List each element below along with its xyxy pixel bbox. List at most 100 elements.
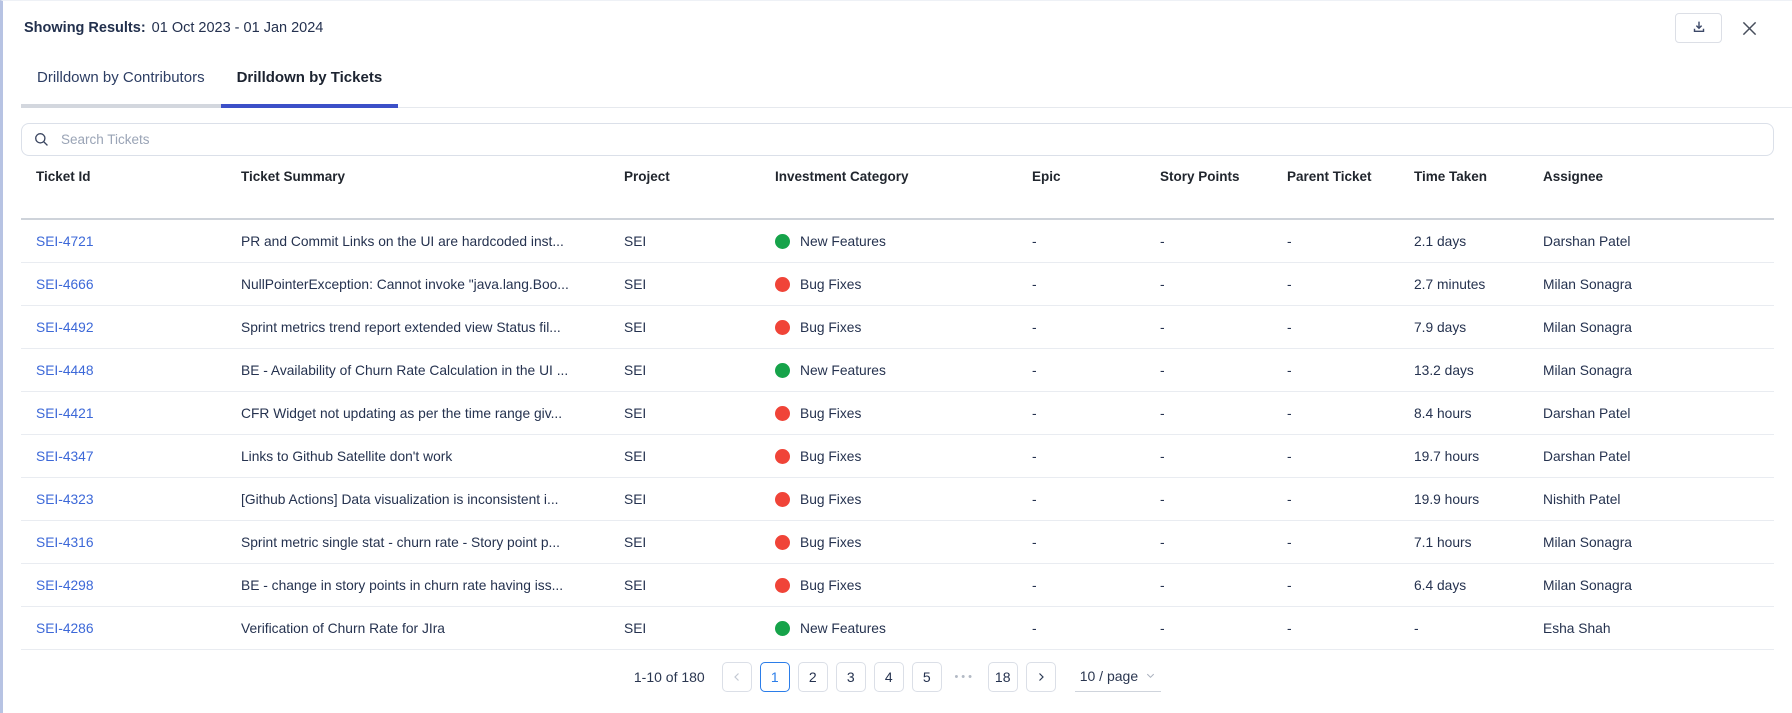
column-header-epic: Epic <box>1017 156 1145 220</box>
search-input[interactable] <box>59 131 1762 148</box>
ticket-summary-cell: BE - change in story points in churn rat… <box>226 563 609 607</box>
parent-ticket-cell: - <box>1272 520 1399 564</box>
close-button[interactable] <box>1739 18 1760 39</box>
table-row: SEI-4323 [Github Actions] Data visualizat… <box>21 477 1774 521</box>
assignee-cell: Esha Shah <box>1528 606 1774 650</box>
ticket-id-cell: SEI-4316 <box>21 520 226 564</box>
ticket-id-cell: SEI-4666 <box>21 262 226 306</box>
ticket-summary-cell: Sprint metrics trend report extended vie… <box>226 305 609 349</box>
column-header-parent-ticket: Parent Ticket <box>1272 156 1399 220</box>
ticket-id-link[interactable]: SEI-4316 <box>36 534 94 550</box>
page-button[interactable]: 2 <box>797 662 828 692</box>
table-row: SEI-4492 Sprint metrics trend report exte… <box>21 305 1774 349</box>
ticket-id-link[interactable]: SEI-4347 <box>36 448 94 464</box>
page-ellipsis[interactable]: ••• <box>954 671 975 683</box>
page-button[interactable]: 5 <box>911 662 942 692</box>
time-taken-cell: 7.9 days <box>1399 305 1528 349</box>
category-dot-icon <box>775 448 790 464</box>
category-dot-icon <box>775 362 790 378</box>
ticket-table-body: SEI-4721 PR and Commit Links on the UI ar… <box>21 219 1774 650</box>
ticket-summary-cell: PR and Commit Links on the UI are hardco… <box>226 219 609 263</box>
ticket-id-cell: SEI-4721 <box>21 219 226 263</box>
time-taken-cell: - <box>1399 606 1528 650</box>
ticket-id-cell: SEI-4347 <box>21 434 226 478</box>
project-cell: SEI <box>609 391 760 435</box>
next-page-button[interactable] <box>1025 662 1056 692</box>
ticket-id-link[interactable]: SEI-4298 <box>36 577 94 593</box>
column-header-project: Project <box>609 156 760 220</box>
page-button-last[interactable]: 18 <box>987 662 1018 692</box>
story-points-cell: - <box>1145 219 1272 263</box>
page-button[interactable]: 3 <box>835 662 866 692</box>
assignee-cell: Milan Sonagra <box>1528 262 1774 306</box>
page-button[interactable]: 1 <box>759 662 790 692</box>
category-dot-icon <box>775 577 790 593</box>
ticket-id-cell: SEI-4448 <box>21 348 226 392</box>
prev-page-button[interactable] <box>721 662 752 692</box>
search-bar <box>21 123 1774 156</box>
ticket-id-cell: SEI-4421 <box>21 391 226 435</box>
project-cell: SEI <box>609 477 760 521</box>
story-points-cell: - <box>1145 391 1272 435</box>
tab-label: Drilldown by Tickets <box>236 69 383 86</box>
category-label: New Features <box>800 362 886 378</box>
ticket-id-link[interactable]: SEI-4492 <box>36 319 94 335</box>
tab-drilldown-by-contributors[interactable]: Drilldown by Contributors <box>21 63 221 108</box>
epic-cell: - <box>1017 606 1145 650</box>
time-taken-cell: 2.1 days <box>1399 219 1528 263</box>
assignee-cell: Milan Sonagra <box>1528 520 1774 564</box>
column-header-story-points: Story Points <box>1145 156 1272 220</box>
story-points-cell: - <box>1145 563 1272 607</box>
column-header-ticket-id: Ticket Id <box>21 156 226 220</box>
page-size-select[interactable]: 10 / page <box>1074 663 1162 692</box>
category: Bug Fixes <box>775 534 1009 550</box>
table-row: SEI-4721 PR and Commit Links on the UI ar… <box>21 219 1774 263</box>
epic-cell: - <box>1017 520 1145 564</box>
category-label: New Features <box>800 233 886 249</box>
table-row: SEI-4448 BE - Availability of Churn Rate … <box>21 348 1774 392</box>
project-cell: SEI <box>609 606 760 650</box>
ticket-id-link[interactable]: SEI-4448 <box>36 362 94 378</box>
assignee-cell: Nishith Patel <box>1528 477 1774 521</box>
tab-drilldown-by-tickets[interactable]: Drilldown by Tickets <box>220 63 399 108</box>
category-dot-icon <box>775 319 790 335</box>
column-header-assignee: Assignee <box>1528 156 1774 220</box>
page-button[interactable]: 4 <box>873 662 904 692</box>
epic-cell: - <box>1017 262 1145 306</box>
download-button[interactable] <box>1675 13 1722 43</box>
ticket-id-link[interactable]: SEI-4666 <box>36 276 94 292</box>
investment-category-cell: New Features <box>760 606 1017 650</box>
parent-ticket-cell: - <box>1272 348 1399 392</box>
category-dot-icon <box>775 276 790 292</box>
investment-category-cell: Bug Fixes <box>760 563 1017 607</box>
category: Bug Fixes <box>775 448 1009 464</box>
ticket-id-link[interactable]: SEI-4421 <box>36 405 94 421</box>
story-points-cell: - <box>1145 348 1272 392</box>
project-cell: SEI <box>609 219 760 263</box>
table-row: SEI-4666 NullPointerException: Cannot inv… <box>21 262 1774 306</box>
investment-category-cell: Bug Fixes <box>760 477 1017 521</box>
assignee-cell: Milan Sonagra <box>1528 563 1774 607</box>
tab-label: Drilldown by Contributors <box>37 69 205 86</box>
category-label: Bug Fixes <box>800 319 862 335</box>
category: Bug Fixes <box>775 405 1009 421</box>
ticket-id-link[interactable]: SEI-4286 <box>36 620 94 636</box>
time-taken-cell: 7.1 hours <box>1399 520 1528 564</box>
close-icon <box>1742 21 1757 35</box>
ticket-summary-cell: NullPointerException: Cannot invoke "jav… <box>226 262 609 306</box>
ticket-summary-cell: [Github Actions] Data visualization is i… <box>226 477 609 521</box>
ticket-summary-cell: CFR Widget not updating as per the time … <box>226 391 609 435</box>
category-label: New Features <box>800 620 886 636</box>
parent-ticket-cell: - <box>1272 305 1399 349</box>
table-row: SEI-4298 BE - change in story points in c… <box>21 563 1774 607</box>
ticket-id-link[interactable]: SEI-4323 <box>36 491 94 507</box>
parent-ticket-cell: - <box>1272 563 1399 607</box>
ticket-summary-cell: Verification of Churn Rate for JIra <box>226 606 609 650</box>
ticket-id-link[interactable]: SEI-4721 <box>36 233 94 249</box>
tickets-table: Ticket Id Ticket Summary Project Investm… <box>21 156 1774 650</box>
project-cell: SEI <box>609 305 760 349</box>
epic-cell: - <box>1017 563 1145 607</box>
project-cell: SEI <box>609 563 760 607</box>
parent-ticket-cell: - <box>1272 219 1399 263</box>
category: Bug Fixes <box>775 491 1009 507</box>
